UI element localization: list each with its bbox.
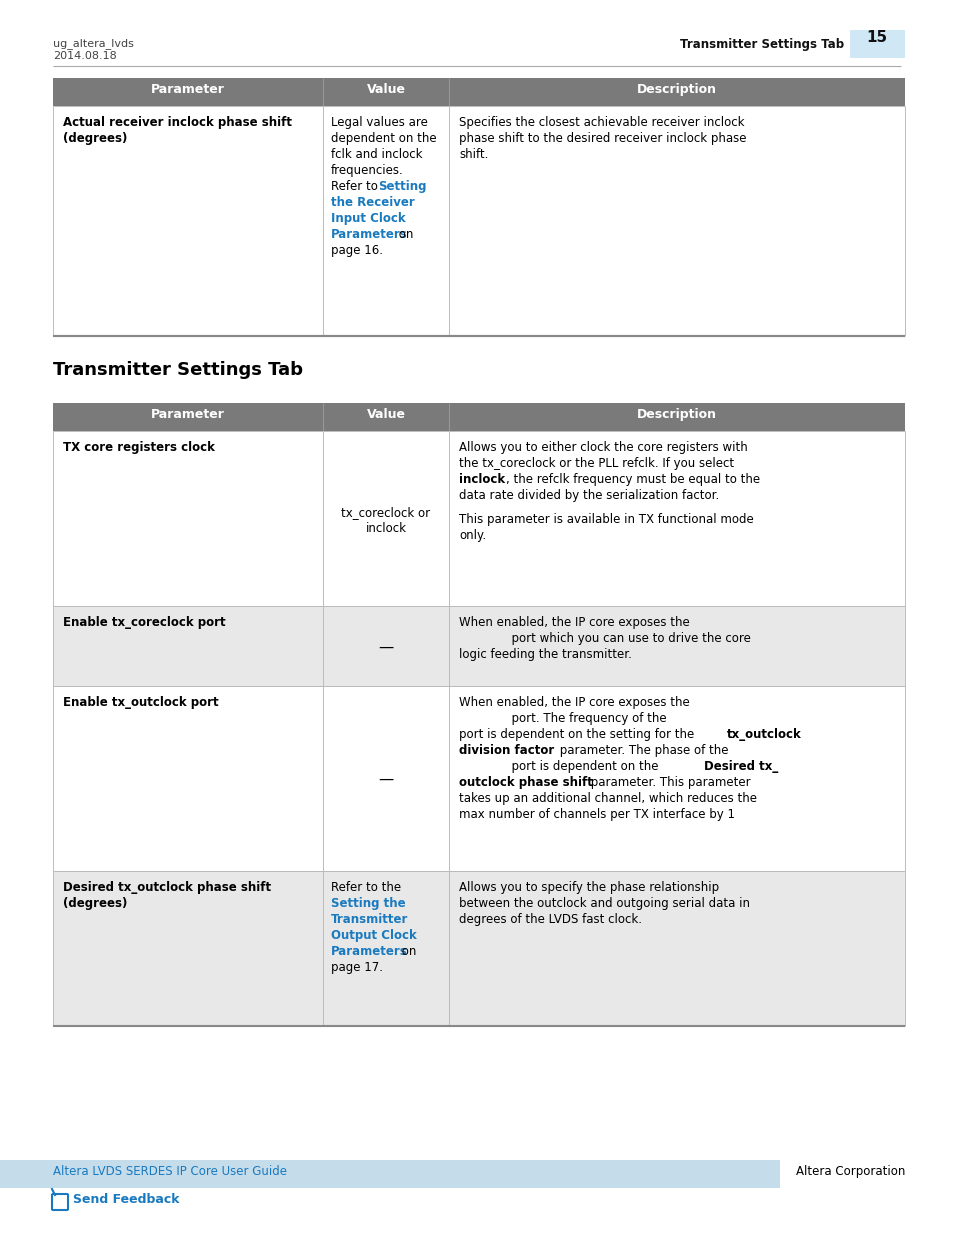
Text: tx_outclock: tx_outclock — [726, 727, 801, 741]
Text: —: — — [378, 772, 394, 787]
Text: Setting the: Setting the — [331, 897, 405, 910]
Text: —: — — [378, 640, 394, 655]
Text: This parameter is available in TX functional mode: This parameter is available in TX functi… — [458, 513, 753, 526]
Text: port. The frequency of the: port. The frequency of the — [458, 713, 666, 725]
Text: takes up an additional channel, which reduces the: takes up an additional channel, which re… — [458, 792, 757, 805]
Text: ug_altera_lvds: ug_altera_lvds — [53, 38, 133, 49]
Text: on: on — [395, 228, 413, 241]
Text: Legal values are: Legal values are — [331, 116, 428, 128]
Text: Altera Corporation: Altera Corporation — [795, 1165, 904, 1178]
Text: Value: Value — [366, 408, 405, 421]
Text: Refer to: Refer to — [331, 180, 381, 193]
Text: shift.: shift. — [458, 148, 488, 161]
Text: fclk and inclock: fclk and inclock — [331, 148, 422, 161]
Text: Desired tx_outclock phase shift: Desired tx_outclock phase shift — [63, 881, 271, 894]
Text: Enable tx_outclock port: Enable tx_outclock port — [63, 697, 218, 709]
Text: outclock phase shift: outclock phase shift — [458, 776, 592, 789]
Text: Allows you to either clock the core registers with: Allows you to either clock the core regi… — [458, 441, 747, 454]
Bar — [53, 606, 904, 685]
Text: (degrees): (degrees) — [63, 897, 128, 910]
Text: frequencies.: frequencies. — [331, 164, 403, 177]
Text: Parameters: Parameters — [331, 945, 407, 958]
Text: degrees of the LVDS fast clock.: degrees of the LVDS fast clock. — [458, 913, 641, 926]
Text: 15: 15 — [865, 30, 886, 44]
Bar — [53, 403, 904, 431]
Text: inclock: inclock — [458, 473, 504, 487]
Text: inclock: inclock — [365, 522, 406, 535]
Text: (degrees): (degrees) — [63, 132, 128, 144]
Text: the tx_coreclock or the PLL refclk. If you select: the tx_coreclock or the PLL refclk. If y… — [458, 457, 734, 471]
Text: port is dependent on the: port is dependent on the — [458, 760, 661, 773]
Text: Actual receiver inclock phase shift: Actual receiver inclock phase shift — [63, 116, 292, 128]
Text: , the refclk frequency must be equal to the: , the refclk frequency must be equal to … — [505, 473, 760, 487]
Text: Description: Description — [637, 83, 717, 96]
Text: Value: Value — [366, 83, 405, 96]
Text: Specifies the closest achievable receiver inclock: Specifies the closest achievable receive… — [458, 116, 743, 128]
Text: Parameter: Parameter — [151, 408, 225, 421]
Text: Parameter: Parameter — [151, 83, 225, 96]
Text: data rate divided by the serialization factor.: data rate divided by the serialization f… — [458, 489, 719, 501]
Text: Input Clock: Input Clock — [331, 212, 405, 225]
Bar — [53, 871, 904, 1026]
Text: port which you can use to drive the core: port which you can use to drive the core — [458, 632, 750, 645]
Text: When enabled, the IP core exposes the: When enabled, the IP core exposes the — [458, 616, 689, 629]
Bar — [0, 1160, 780, 1188]
Text: port is dependent on the setting for the: port is dependent on the setting for the — [458, 727, 698, 741]
FancyBboxPatch shape — [52, 1194, 68, 1210]
Text: Desired tx_: Desired tx_ — [703, 760, 778, 773]
Text: page 16.: page 16. — [331, 245, 382, 257]
Text: Send Feedback: Send Feedback — [73, 1193, 179, 1207]
Text: When enabled, the IP core exposes the: When enabled, the IP core exposes the — [458, 697, 689, 709]
Text: parameter. This parameter: parameter. This parameter — [586, 776, 750, 789]
Text: only.: only. — [458, 529, 486, 542]
Text: Transmitter Settings Tab: Transmitter Settings Tab — [53, 361, 303, 379]
Bar — [849, 30, 904, 58]
Bar — [53, 78, 904, 106]
Bar — [53, 685, 904, 871]
Text: Allows you to specify the phase relationship: Allows you to specify the phase relation… — [458, 881, 719, 894]
Text: Setting: Setting — [377, 180, 426, 193]
Text: Transmitter Settings Tab: Transmitter Settings Tab — [679, 38, 843, 51]
Text: between the outclock and outgoing serial data in: between the outclock and outgoing serial… — [458, 897, 749, 910]
Text: page 17.: page 17. — [331, 961, 382, 974]
Text: on: on — [397, 945, 416, 958]
Text: Transmitter: Transmitter — [331, 913, 408, 926]
Text: phase shift to the desired receiver inclock phase: phase shift to the desired receiver incl… — [458, 132, 745, 144]
Text: division factor: division factor — [458, 743, 554, 757]
Text: Parameters: Parameters — [331, 228, 407, 241]
Text: tx_coreclock or: tx_coreclock or — [341, 506, 430, 519]
Text: logic feeding the transmitter.: logic feeding the transmitter. — [458, 648, 631, 661]
Text: Altera LVDS SERDES IP Core User Guide: Altera LVDS SERDES IP Core User Guide — [53, 1165, 287, 1178]
Text: Refer to the: Refer to the — [331, 881, 400, 894]
Text: the Receiver: the Receiver — [331, 196, 415, 209]
Text: 2014.08.18: 2014.08.18 — [53, 51, 116, 61]
Text: Description: Description — [637, 408, 717, 421]
Text: max number of channels per TX interface by 1: max number of channels per TX interface … — [458, 808, 734, 821]
Text: dependent on the: dependent on the — [331, 132, 436, 144]
Text: Output Clock: Output Clock — [331, 929, 416, 942]
Bar — [53, 106, 904, 336]
Text: parameter. The phase of the: parameter. The phase of the — [556, 743, 728, 757]
Text: Enable tx_coreclock port: Enable tx_coreclock port — [63, 616, 226, 629]
Text: TX core registers clock: TX core registers clock — [63, 441, 214, 454]
Bar — [53, 431, 904, 606]
